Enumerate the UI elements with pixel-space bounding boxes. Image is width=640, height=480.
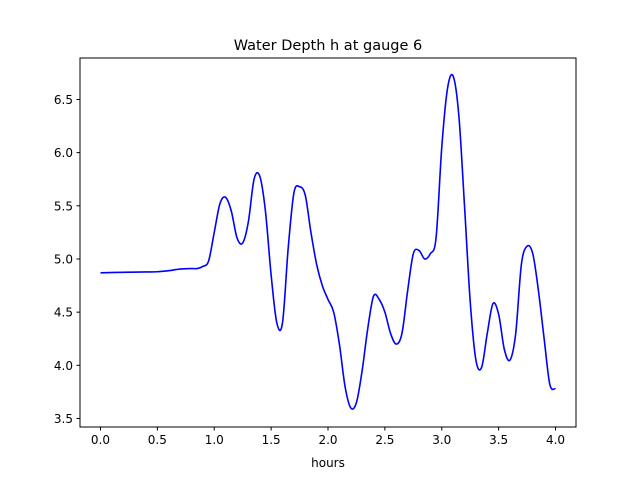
y-tick-label: 6.0 <box>54 146 73 160</box>
x-tick-label: 1.5 <box>262 433 281 447</box>
y-tick-label: 6.5 <box>54 93 73 107</box>
x-tick-label: 2.5 <box>375 433 394 447</box>
x-tick-label: 0.0 <box>91 433 110 447</box>
y-tick-label: 5.0 <box>54 252 73 266</box>
x-axis-label: hours <box>311 456 345 470</box>
y-tick-label: 3.5 <box>54 412 73 426</box>
x-tick-label: 2.0 <box>318 433 337 447</box>
x-tick-label: 1.0 <box>205 433 224 447</box>
series-layer <box>100 73 556 410</box>
y-axis-ticks: 3.5 4.0 4.5 5.0 5.5 6.0 6.5 <box>54 93 80 426</box>
x-axis-ticks: 0.0 0.5 1.0 1.5 2.0 2.5 3.0 3.5 4.0 <box>91 427 565 447</box>
chart-title: Water Depth h at gauge 6 <box>234 38 422 54</box>
plot-background <box>80 58 576 427</box>
x-tick-label: 0.5 <box>148 433 167 447</box>
plot-frame <box>79 57 577 428</box>
x-tick-label: 3.0 <box>432 433 451 447</box>
series-line <box>100 73 556 410</box>
y-tick-label: 5.5 <box>54 199 73 213</box>
x-tick-label: 4.0 <box>546 433 565 447</box>
y-tick-label: 4.0 <box>54 359 73 373</box>
x-tick-label: 3.5 <box>489 433 508 447</box>
y-tick-label: 4.5 <box>54 306 73 320</box>
